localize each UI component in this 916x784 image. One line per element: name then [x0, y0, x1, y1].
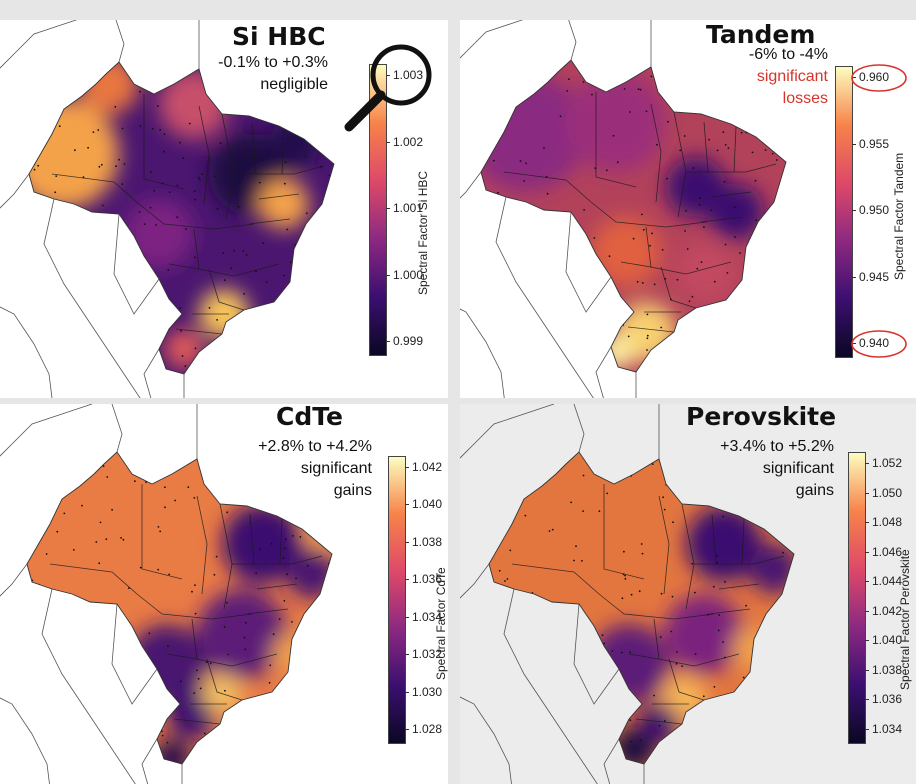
colorbar-tick-label: 1.000 — [385, 267, 424, 282]
note-text: significant — [300, 460, 372, 477]
colorbar-tick-label: 0.950 — [851, 203, 890, 217]
colorbar-label: Spectral Factor CdTe — [434, 567, 448, 680]
map-panel-si-hbc: Si HBC -0.1% to +0.3% negligible 1.003 1.002… — [0, 20, 448, 398]
colorbar-tick-label: 1.034 — [864, 722, 903, 736]
note-text: gains — [333, 482, 372, 499]
colorbar-tick-label: 1.046 — [864, 544, 903, 559]
range-text: +2.8% to +4.2% — [258, 438, 372, 455]
colorbar-tick-label: 1.001 — [385, 201, 424, 215]
colorbar-tick-label: 1.038 — [864, 662, 903, 677]
note-text: losses — [782, 90, 828, 107]
colorbar-tick-label: 1.042 — [864, 603, 903, 618]
colorbar-tick-label: 0.999 — [385, 334, 424, 348]
range-text: +3.4% to +5.2% — [720, 438, 834, 455]
range-text: -0.1% to +0.3% — [218, 54, 328, 71]
highlight-circle — [851, 64, 907, 92]
colorbar-tick-label: 1.028 — [404, 722, 443, 736]
panel-title: Tandem — [706, 20, 816, 49]
brazil-map — [0, 404, 333, 784]
colorbar-tick-label: 0.955 — [851, 136, 890, 151]
note-text: negligible — [260, 76, 328, 93]
brazil-map — [0, 20, 335, 398]
note-text: significant — [756, 68, 828, 85]
colorbar-tick-label: 0.940 — [851, 336, 890, 350]
colorbar-label: Spectral Factor Perovskite — [898, 549, 912, 690]
colorbar-tick-label: 1.034 — [404, 609, 443, 624]
note-text: gains — [795, 482, 834, 499]
colorbar — [848, 452, 866, 744]
colorbar-tick-label: 1.036 — [404, 572, 443, 587]
colorbar-tick-label: 1.036 — [864, 692, 903, 707]
magnifying-glass-icon — [344, 44, 432, 132]
map-panel-perovskite: Perovskite +3.4% to +5.2% significant gains… — [460, 404, 916, 784]
colorbar-tick-label: 1.040 — [864, 633, 903, 648]
colorbar-tick-label: 0.960 — [851, 70, 890, 84]
colorbar-tick-label: 1.044 — [864, 574, 903, 589]
brazil-map — [460, 20, 787, 398]
panel-title: Perovskite — [686, 404, 837, 431]
colorbar-tick-label: 1.048 — [864, 515, 903, 530]
range-text: -6% to -4% — [748, 46, 828, 63]
highlight-circle — [851, 330, 907, 358]
colorbar — [835, 66, 853, 358]
panel-title: Si HBC — [232, 22, 326, 51]
colorbar-tick-label: 1.052 — [864, 456, 903, 470]
panel-title: CdTe — [276, 404, 343, 431]
colorbar-tick-label: 1.050 — [864, 485, 903, 500]
colorbar-tick-label: 1.040 — [404, 497, 443, 512]
colorbar-tick-label: 0.945 — [851, 269, 890, 284]
colorbar — [369, 64, 387, 356]
note-text: significant — [762, 460, 834, 477]
colorbar-tick-label: 1.003 — [385, 68, 424, 82]
colorbar-tick-label: 1.030 — [404, 684, 443, 699]
colorbar-tick-label: 1.032 — [404, 647, 443, 662]
colorbar-label: Spectral Factor Si HBC — [416, 170, 430, 295]
map-panel-cdte: CdTe +2.8% to +4.2% significant gains 1.042 1… — [0, 404, 448, 784]
map-panel-tandem: Tandem -6% to -4% significant losses 0.960 0.… — [460, 20, 916, 398]
brazil-map — [460, 404, 795, 784]
colorbar — [388, 456, 406, 744]
colorbar-tick-label: 1.042 — [404, 460, 443, 474]
colorbar-label: Spectral Factor Tandem — [892, 152, 906, 280]
colorbar-tick-label: 1.038 — [404, 534, 443, 549]
colorbar-tick-label: 1.002 — [385, 134, 424, 149]
